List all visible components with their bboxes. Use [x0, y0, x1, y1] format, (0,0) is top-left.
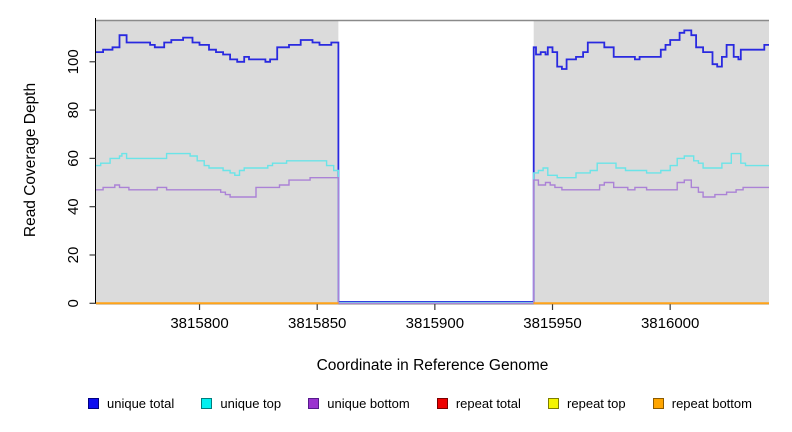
plot-area: 3815800 3815850 3815900 3815950 3816000 0 20 40… — [65, 18, 769, 332]
y-axis-title: Read Coverage Depth — [22, 82, 39, 238]
legend-swatch-icon — [201, 398, 213, 409]
legend-label: unique top — [220, 396, 282, 411]
legend-item-repeat-bottom: repeat bottom — [652, 396, 752, 411]
legend-swatch-icon — [88, 398, 99, 409]
legend-item-repeat-top: repeat top — [548, 396, 626, 411]
legend-item-unique-top: unique top — [201, 396, 281, 411]
y-axis-tick-label: 20 — [65, 247, 82, 264]
x-axis-tick-label: 3815900 — [406, 315, 464, 332]
y-axis-tick-label: 100 — [65, 49, 82, 74]
legend-label: repeat total — [455, 396, 521, 411]
x-axis-title: Coordinate in Reference Genome — [316, 357, 549, 374]
x-axis-tick-label: 3816000 — [641, 315, 699, 332]
legend-swatch-icon — [308, 398, 320, 409]
coverage-shaded-region — [533, 20, 769, 304]
y-axis-tick-label: 60 — [65, 150, 82, 167]
legend-item-unique-bottom: unique bottom — [308, 396, 410, 411]
legend-item-repeat-total: repeat total — [436, 396, 521, 411]
legend-label: unique total — [107, 396, 175, 411]
y-axis-title-box: Read Coverage Depth — [18, 40, 44, 280]
y-axis-tick-label: 80 — [65, 102, 82, 119]
x-axis-tick-label: 3815950 — [523, 315, 581, 332]
y-axis-tick-label: 0 — [65, 299, 82, 307]
legend-swatch-icon — [436, 398, 448, 409]
x-axis-tick-label: 3815850 — [288, 315, 346, 332]
series-line-unique-bottom — [96, 177, 769, 304]
legend-label: repeat bottom — [671, 396, 752, 411]
legend-label: repeat top — [567, 396, 626, 411]
legend-swatch-icon — [652, 398, 664, 409]
coverage-shaded-region — [96, 20, 339, 304]
x-axis-tick-label: 3815800 — [170, 315, 228, 332]
series-line-unique-total — [96, 29, 769, 303]
chart-legend: unique total unique top unique bottom repea… — [88, 396, 752, 411]
y-axis-tick-label: 40 — [65, 198, 82, 215]
legend-item-unique-total: unique total — [88, 396, 174, 411]
legend-swatch-icon — [548, 398, 560, 409]
legend-label: unique bottom — [327, 396, 410, 411]
